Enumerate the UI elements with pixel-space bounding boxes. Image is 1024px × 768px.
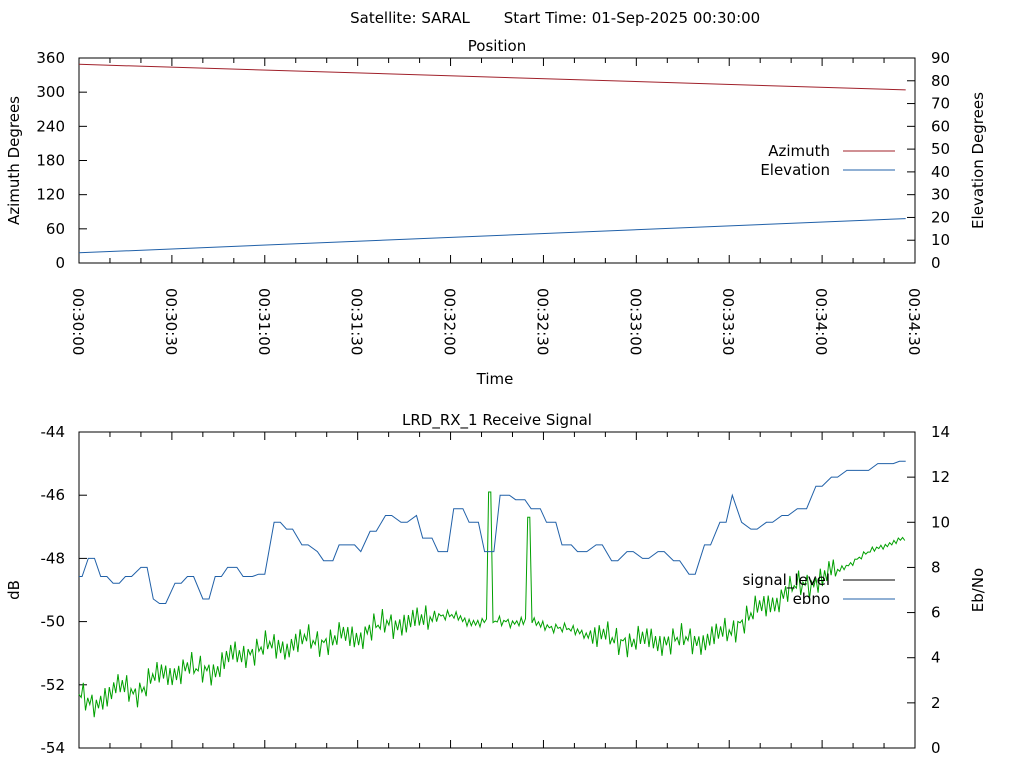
position-y2tick-label: 0 xyxy=(931,254,941,272)
signal-y2tick-label: 12 xyxy=(931,468,950,486)
position-y2tick-label: 60 xyxy=(931,117,950,135)
signal-y2tick-label: 2 xyxy=(931,694,941,712)
ebno-series-line xyxy=(79,460,906,604)
position-xtick-label: 00:31:30 xyxy=(348,288,366,355)
signal-ytick-label: -52 xyxy=(41,676,66,694)
position-y2tick-label: 80 xyxy=(931,72,950,90)
signal-y2label: Eb/No xyxy=(969,568,987,612)
position-ytick-label: 60 xyxy=(46,220,65,238)
position-title: Position xyxy=(468,37,526,55)
signal-ytick-label: -54 xyxy=(41,739,66,757)
position-chart: Position 0 60 120 180 240 300 360 0 10 20 30 40 50 60 7… xyxy=(5,37,987,388)
position-xtick-label: 00:30:30 xyxy=(162,288,180,355)
signal-y2tick-label: 0 xyxy=(931,739,941,757)
position-y2tick-label: 50 xyxy=(931,140,950,158)
signal-plot-frame xyxy=(78,431,916,749)
green-signal-trace xyxy=(78,491,906,718)
position-y2tick-label: 20 xyxy=(931,208,950,226)
signal-ytick-label: -50 xyxy=(41,613,66,631)
signal-y2tick-label: 14 xyxy=(931,423,950,441)
position-xtick-label: 00:31:00 xyxy=(255,288,273,355)
signal-ytick-label: -44 xyxy=(41,423,66,441)
position-xlabel: Time xyxy=(476,370,514,388)
signal-ylabel: dB xyxy=(5,580,23,600)
signal-y2tick-label: 10 xyxy=(931,513,950,531)
position-y2tick-label: 90 xyxy=(931,49,950,67)
position-y2tick-label: 10 xyxy=(931,231,950,249)
signal-ytick-label: -46 xyxy=(41,486,66,504)
legend-signal-level-label: signal_level xyxy=(742,571,830,590)
legend-elevation-label: Elevation xyxy=(760,161,830,179)
satellite-label: Satellite: SARAL xyxy=(350,9,470,27)
receive-signal-chart: LRD_RX_1 Receive Signal -54 -52 -50 -48 -46 -4… xyxy=(5,411,987,757)
position-ytick-label: 120 xyxy=(36,186,65,204)
position-xtick-label: 00:34:00 xyxy=(812,288,830,355)
signal-ytick-label: -48 xyxy=(41,549,66,567)
position-xtick-label: 00:30:00 xyxy=(69,288,87,355)
position-y2tick-label: 40 xyxy=(931,163,950,181)
position-ylabel: Azimuth Degrees xyxy=(5,96,23,225)
position-y2tick-label: 30 xyxy=(931,186,950,204)
position-xtick-label: 00:33:00 xyxy=(626,288,644,355)
position-ytick-label: 240 xyxy=(36,117,65,135)
position-xtick-label: 00:33:30 xyxy=(719,288,737,355)
signal-y2tick-label: 4 xyxy=(931,649,941,667)
elevation-series-line xyxy=(78,218,906,254)
legend-azimuth-label: Azimuth xyxy=(768,142,830,160)
signal-y2tick-label: 8 xyxy=(931,558,941,576)
position-ytick-label: 360 xyxy=(36,49,65,67)
position-xtick-label: 00:34:30 xyxy=(905,288,923,355)
position-ytick-label: 300 xyxy=(36,83,65,101)
signal-title: LRD_RX_1 Receive Signal xyxy=(402,411,592,430)
azimuth-series-line xyxy=(78,63,906,91)
start-time-label: Start Time: 01-Sep-2025 00:30:00 xyxy=(504,9,760,27)
position-xtick-label: 00:32:00 xyxy=(441,288,459,355)
position-y2tick-label: 70 xyxy=(931,95,950,113)
position-ytick-label: 180 xyxy=(36,152,65,170)
position-y2label: Elevation Degrees xyxy=(969,92,987,229)
signal-y2tick-label: 6 xyxy=(931,604,941,622)
position-xtick-label: 00:32:30 xyxy=(533,288,551,355)
legend-ebno-label: ebno xyxy=(793,590,830,608)
position-ytick-label: 0 xyxy=(55,254,65,272)
